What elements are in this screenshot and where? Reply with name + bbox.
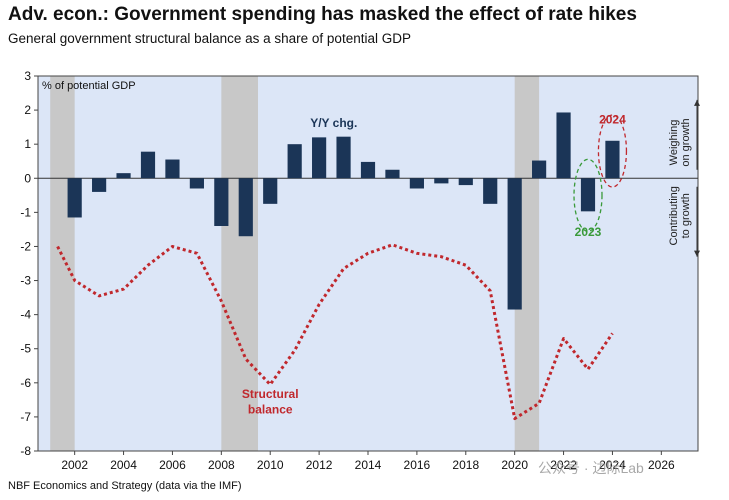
x-tick-label: 2016: [404, 458, 431, 472]
bar-2013: [336, 136, 351, 179]
y-tick-label: -5: [20, 342, 31, 356]
y-tick-label: -6: [20, 376, 31, 390]
plot-background: [38, 76, 698, 451]
bar-2017: [434, 178, 449, 184]
x-tick-label: 2010: [257, 458, 284, 472]
source-note: NBF Economics and Strategy (data via the…: [8, 480, 242, 492]
bar-2023: [580, 178, 596, 212]
annotation-yy-chg: Y/Y chg.: [310, 116, 357, 130]
y-axis-label: % of potential GDP: [42, 80, 136, 92]
annotation-2023: 2023: [575, 225, 602, 239]
bar-2021: [532, 160, 547, 179]
x-tick-label: 2012: [306, 458, 333, 472]
structural-balance-line: [56, 243, 614, 421]
callout-ellipse-2023: [573, 158, 603, 232]
annotation-balance: balance: [248, 403, 293, 417]
x-tick-label: 2002: [61, 458, 88, 472]
bar-2011: [287, 144, 302, 179]
bar-2009: [238, 178, 253, 237]
y-tick-label: -7: [20, 410, 31, 424]
x-tick-label: 2006: [159, 458, 186, 472]
shaded-period-0: [50, 76, 75, 451]
bar-2010: [263, 178, 278, 204]
x-tick-label: 2022: [550, 458, 577, 472]
y-tick-label: -1: [20, 205, 31, 219]
y-tick-label: -4: [20, 308, 31, 322]
bar-2008: [214, 178, 229, 226]
annotation-structural: Structural: [242, 387, 299, 401]
y-tick-label: -3: [20, 274, 31, 288]
chart-title: Adv. econ.: Government spending has mask…: [8, 4, 637, 25]
x-tick-label: 2004: [110, 458, 137, 472]
contributing-arrowhead: [694, 250, 700, 257]
y-tick-label: -8: [20, 444, 31, 458]
y-tick-label: 2: [24, 103, 31, 117]
y-tick-label: 1: [24, 137, 31, 151]
to-growth-label: to growth: [680, 193, 692, 238]
bar-2020: [507, 178, 522, 310]
callout-ellipse-2024: [597, 114, 628, 188]
watermark-text: 公众号 · 边际Lab: [538, 460, 644, 476]
bar-2005: [140, 151, 156, 179]
on-growth-label: on growth: [680, 118, 692, 166]
bar-2016: [409, 178, 424, 189]
x-tick-label: 2020: [501, 458, 528, 472]
y-tick-label: -2: [20, 239, 31, 253]
bar-2012: [312, 137, 327, 179]
x-tick-label: 2026: [648, 458, 675, 472]
bar-2015: [385, 169, 400, 179]
y-tick-label: 0: [24, 171, 31, 185]
bar-2024: [605, 140, 620, 179]
bar-2003: [92, 178, 107, 192]
bar-2007: [189, 178, 204, 189]
bar-2002: [67, 178, 82, 218]
x-tick-label: 2024: [599, 458, 626, 472]
contributing-label: Contributing: [668, 186, 680, 245]
bar-2004: [116, 173, 131, 179]
x-tick-label: 2018: [452, 458, 479, 472]
annotation-2024: 2024: [599, 113, 626, 127]
x-tick-label: 2008: [208, 458, 235, 472]
x-tick-label: 2014: [355, 458, 382, 472]
weighing-label: Weighing: [668, 120, 680, 166]
bar-2018: [458, 178, 473, 186]
bar-2014: [360, 161, 376, 179]
chart-subtitle: General government structural balance as…: [8, 31, 411, 46]
bar-2022: [556, 112, 571, 179]
bar-2019: [483, 178, 498, 204]
weighing-arrowhead: [694, 99, 700, 106]
y-tick-label: 3: [24, 69, 31, 83]
shaded-period-1: [221, 76, 258, 451]
bar-2006: [165, 159, 180, 179]
